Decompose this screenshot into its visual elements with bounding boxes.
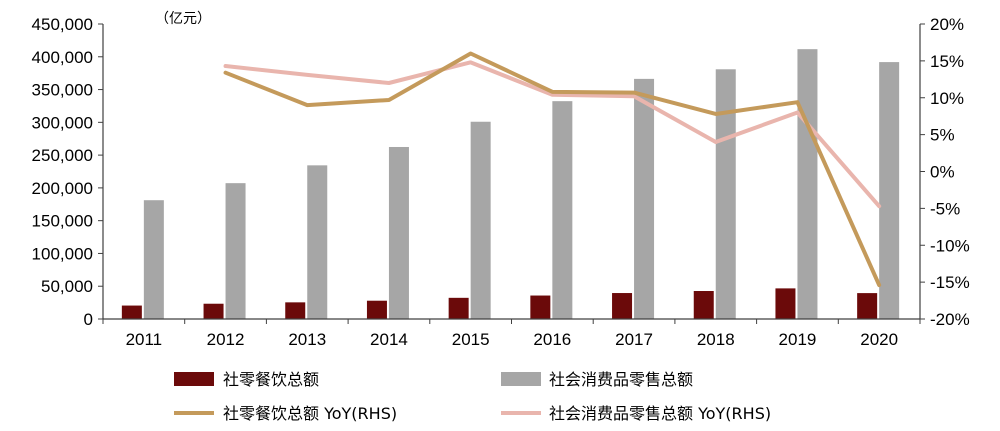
- left-y-tick-label: 250,000: [32, 146, 93, 165]
- bars-layer: [121, 49, 900, 320]
- x-tick-label: 2014: [370, 330, 408, 349]
- right-y-tick-label: -5%: [930, 199, 960, 218]
- left-y-tick-label: 400,000: [32, 48, 93, 67]
- lines-layer: [223, 51, 882, 288]
- right-y-tick-label: -20%: [930, 310, 970, 329]
- x-tick-label: 2019: [779, 330, 817, 349]
- right-y-tick-label: -10%: [930, 236, 970, 255]
- line-restaurant-yoy: [223, 51, 882, 288]
- right-y-ticks: -20% -15% -10% -5% 0% 5% 10% 15% 20%: [920, 15, 970, 329]
- bar-restaurant-total: [857, 293, 878, 319]
- x-tick-label: 2011: [126, 330, 163, 349]
- legend-item-retail-total: 社会消费品零售总额: [501, 370, 693, 389]
- bar-retail-total: [388, 146, 409, 319]
- legend-item-restaurant-yoy: 社零餐饮总额 YoY(RHS): [174, 404, 397, 423]
- left-y-tick-label: 100,000: [32, 244, 93, 263]
- left-y-tick-label: 200,000: [32, 179, 93, 198]
- line-retail-yoy: [223, 60, 882, 209]
- left-y-tick-label: 50,000: [41, 277, 93, 296]
- unit-label: （亿元）: [155, 11, 211, 27]
- x-tick-label: 2012: [207, 330, 245, 349]
- bar-retail-total: [715, 69, 736, 319]
- bar-retail-total: [143, 200, 164, 319]
- legend-label-retail-yoy: 社会消费品零售总额 YoY(RHS): [549, 404, 771, 423]
- bar-retail-total: [552, 101, 573, 319]
- bar-restaurant-total: [530, 295, 551, 319]
- bar-retail-total: [634, 78, 655, 320]
- left-y-tick-label: 150,000: [32, 212, 93, 231]
- bar-restaurant-total: [285, 302, 306, 319]
- right-y-tick-label: 0%: [930, 163, 955, 182]
- right-y-tick-label: 20%: [930, 15, 964, 34]
- bar-restaurant-total: [203, 303, 224, 319]
- legend-label-restaurant-yoy: 社零餐饮总额 YoY(RHS): [223, 404, 397, 423]
- right-y-tick-label: 15%: [930, 52, 964, 71]
- legend: 社零餐饮总额 社会消费品零售总额 社零餐饮总额 YoY(RHS) 社会消费品零售…: [174, 370, 771, 423]
- right-y-tick-label: 5%: [930, 126, 955, 145]
- legend-label-retail-total: 社会消费品零售总额: [549, 370, 693, 389]
- left-y-tick-label: 0: [84, 310, 93, 329]
- legend-swatch-restaurant-total: [174, 372, 214, 386]
- x-tick-label: 2015: [452, 330, 490, 349]
- legend-label-restaurant-total: 社零餐饮总额: [223, 370, 319, 389]
- right-y-tick-label: -15%: [930, 273, 970, 292]
- legend-item-restaurant-total: 社零餐饮总额: [174, 370, 319, 389]
- bar-retail-total: [470, 121, 491, 319]
- legend-swatch-retail-total: [501, 372, 541, 386]
- bar-restaurant-total: [366, 300, 387, 319]
- bar-restaurant-total: [612, 293, 633, 319]
- bar-retail-total: [225, 183, 246, 319]
- x-tick-label: 2018: [697, 330, 735, 349]
- left-y-tick-label: 450,000: [32, 15, 93, 34]
- legend-item-retail-yoy: 社会消费品零售总额 YoY(RHS): [501, 404, 771, 423]
- x-ticks: 2011 2012 2013 2014 2015 2016 2017 2018 2019 2020: [102, 319, 921, 349]
- bar-restaurant-total: [775, 288, 796, 319]
- left-y-tick-label: 350,000: [32, 81, 93, 100]
- bar-retail-total: [879, 62, 900, 320]
- bar-restaurant-total: [121, 305, 142, 319]
- bar-restaurant-total: [693, 291, 714, 319]
- left-y-tick-label: 300,000: [32, 113, 93, 132]
- x-tick-label: 2016: [533, 330, 571, 349]
- bar-retail-total: [307, 165, 328, 319]
- bar-retail-total: [797, 49, 818, 319]
- x-tick-label: 2017: [615, 330, 653, 349]
- left-y-ticks: 0 50,000 100,000 150,000 200,000 250,000 300,0…: [32, 15, 103, 329]
- x-tick-label: 2013: [288, 330, 326, 349]
- right-y-tick-label: 10%: [930, 89, 964, 108]
- bar-restaurant-total: [448, 297, 469, 319]
- x-tick-label: 2020: [860, 330, 898, 349]
